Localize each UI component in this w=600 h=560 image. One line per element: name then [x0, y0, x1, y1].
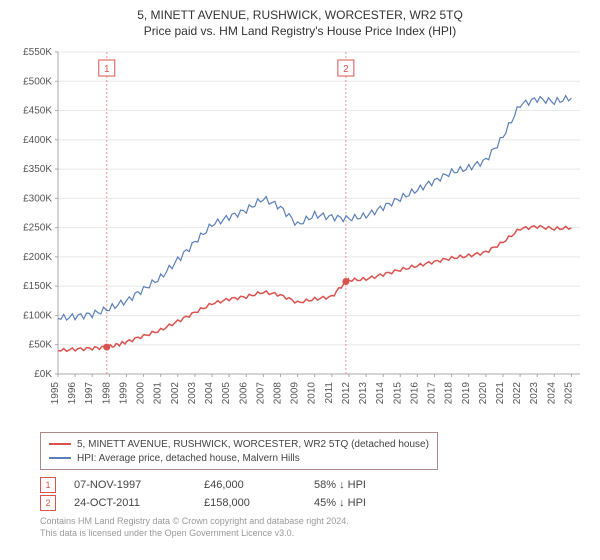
svg-text:2022: 2022 [512, 382, 523, 405]
svg-text:2012: 2012 [341, 382, 352, 405]
svg-text:£450K: £450K [23, 106, 52, 117]
sales-table: 1 07-NOV-1997£46,00058% ↓ HPI 2 24-OCT-2011… [40, 476, 590, 512]
footer: Contains HM Land Registry data © Crown c… [40, 516, 590, 539]
chart-plot: £0K £50K £100K £150K £200K £250K £300K £350K £40… [10, 44, 590, 424]
sale-delta: 45% ↓ HPI [314, 497, 424, 509]
svg-text:2018: 2018 [444, 382, 455, 405]
svg-text:2019: 2019 [461, 382, 472, 405]
footer-line1: Contains HM Land Registry data © Crown c… [40, 516, 590, 528]
svg-text:2023: 2023 [529, 382, 540, 405]
sale-marker: 1 [40, 477, 56, 493]
svg-text:£150K: £150K [23, 281, 52, 292]
svg-text:2011: 2011 [324, 382, 335, 404]
svg-text:2024: 2024 [546, 382, 557, 405]
svg-text:2009: 2009 [290, 382, 301, 405]
svg-text:1: 1 [104, 64, 110, 75]
svg-text:1999: 1999 [118, 382, 129, 405]
svg-text:2005: 2005 [221, 382, 232, 405]
svg-text:£550K: £550K [23, 47, 52, 58]
svg-text:2020: 2020 [478, 382, 489, 405]
sale-price: £46,000 [204, 479, 314, 491]
svg-text:2010: 2010 [307, 382, 318, 405]
svg-text:2001: 2001 [153, 382, 164, 405]
sale-date: 07-NOV-1997 [74, 479, 204, 491]
footer-line2: This data is licensed under the Open Gov… [40, 528, 590, 540]
svg-text:£300K: £300K [23, 193, 52, 204]
svg-text:1997: 1997 [84, 382, 95, 405]
svg-text:2006: 2006 [238, 382, 249, 405]
chart-title: 5, MINETT AVENUE, RUSHWICK, WORCESTER, W… [10, 8, 590, 22]
svg-text:2025: 2025 [563, 382, 574, 405]
sale-price: £158,000 [204, 497, 314, 509]
svg-text:£50K: £50K [29, 340, 53, 351]
svg-text:2: 2 [343, 64, 349, 75]
svg-text:1996: 1996 [67, 382, 78, 405]
sale-delta: 58% ↓ HPI [314, 479, 424, 491]
svg-text:2021: 2021 [495, 382, 506, 405]
svg-text:£200K: £200K [23, 252, 52, 263]
legend-label: 5, MINETT AVENUE, RUSHWICK, WORCESTER, W… [77, 439, 429, 450]
svg-text:2013: 2013 [358, 382, 369, 405]
legend: 5, MINETT AVENUE, RUSHWICK, WORCESTER, W… [40, 432, 438, 470]
chart-subtitle: Price paid vs. HM Land Registry's House … [10, 24, 590, 38]
sales-row: 2 24-OCT-2011£158,00045% ↓ HPI [40, 494, 590, 512]
chart-container: 5, MINETT AVENUE, RUSHWICK, WORCESTER, W… [0, 0, 600, 545]
svg-text:2003: 2003 [187, 382, 198, 405]
chart-svg: £0K £50K £100K £150K £200K £250K £300K £350K £40… [10, 44, 590, 424]
legend-label: HPI: Average price, detached house, Malv… [77, 453, 300, 464]
svg-text:2014: 2014 [375, 382, 386, 405]
legend-swatch [49, 443, 71, 445]
svg-text:£500K: £500K [23, 76, 52, 87]
svg-text:2017: 2017 [427, 382, 438, 405]
svg-text:£350K: £350K [23, 164, 52, 175]
svg-text:2004: 2004 [204, 382, 215, 405]
svg-text:2002: 2002 [170, 382, 181, 405]
sales-row: 1 07-NOV-1997£46,00058% ↓ HPI [40, 476, 590, 494]
svg-text:2016: 2016 [409, 382, 420, 405]
svg-text:1995: 1995 [50, 382, 61, 405]
svg-text:2015: 2015 [392, 382, 403, 405]
svg-text:£400K: £400K [23, 135, 52, 146]
legend-swatch [49, 457, 71, 459]
legend-row: HPI: Average price, detached house, Malv… [49, 451, 429, 465]
svg-text:1998: 1998 [101, 382, 112, 405]
svg-text:2008: 2008 [272, 382, 283, 405]
svg-text:£0K: £0K [34, 369, 52, 380]
svg-text:2007: 2007 [255, 382, 266, 405]
sale-date: 24-OCT-2011 [74, 497, 204, 509]
sale-marker: 2 [40, 495, 56, 511]
svg-text:2000: 2000 [136, 382, 147, 405]
svg-text:£250K: £250K [23, 223, 52, 234]
legend-row: 5, MINETT AVENUE, RUSHWICK, WORCESTER, W… [49, 437, 429, 451]
svg-text:£100K: £100K [23, 310, 52, 321]
